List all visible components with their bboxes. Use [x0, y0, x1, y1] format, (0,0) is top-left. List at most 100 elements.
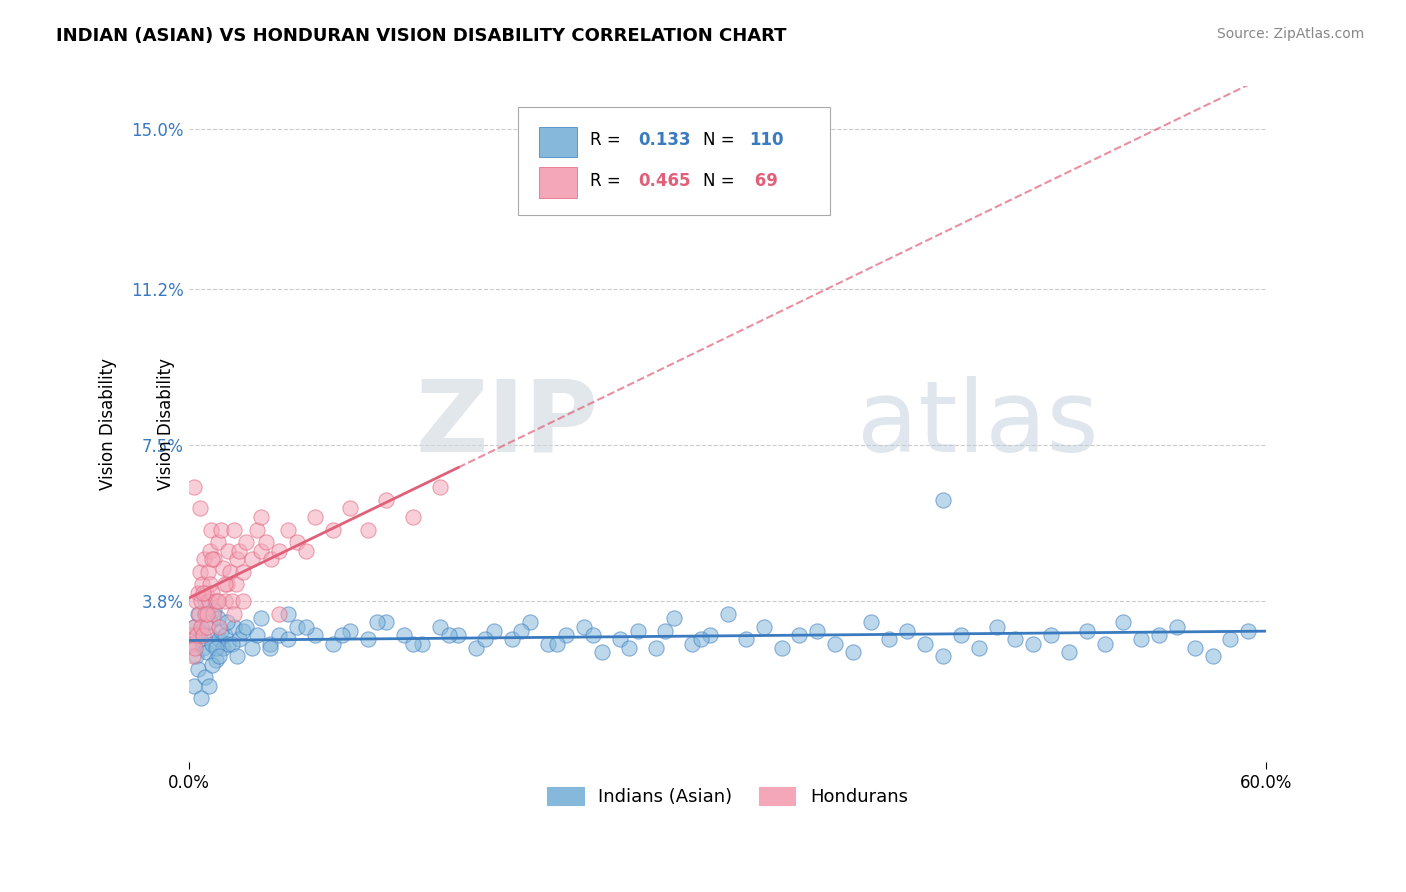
Text: 0.133: 0.133 — [638, 131, 690, 149]
Point — [339, 501, 361, 516]
Point — [187, 607, 209, 621]
Point — [322, 523, 344, 537]
Point — [232, 594, 254, 608]
Point — [197, 679, 219, 693]
Point — [184, 649, 207, 664]
Point — [717, 607, 740, 621]
Point — [217, 543, 239, 558]
Point — [842, 645, 865, 659]
Point — [1184, 640, 1206, 655]
Point — [200, 577, 222, 591]
Point — [267, 543, 290, 558]
Point — [546, 636, 568, 650]
Point — [209, 624, 232, 638]
Point — [789, 628, 811, 642]
Point — [950, 628, 973, 642]
Point — [806, 624, 828, 638]
Point — [222, 523, 245, 537]
FancyBboxPatch shape — [517, 107, 830, 215]
Point — [214, 628, 236, 642]
Point — [411, 636, 433, 650]
Point — [221, 636, 243, 650]
Point — [235, 535, 257, 549]
Point — [294, 543, 316, 558]
Point — [366, 615, 388, 630]
Point — [429, 620, 451, 634]
Text: 69: 69 — [749, 172, 778, 190]
Point — [190, 624, 212, 638]
Point — [1201, 649, 1223, 664]
Point — [1166, 620, 1188, 634]
Point — [617, 640, 640, 655]
Point — [219, 565, 242, 579]
Point — [1219, 632, 1241, 647]
Point — [447, 628, 470, 642]
Point — [896, 624, 918, 638]
Point — [591, 645, 613, 659]
Text: Source: ZipAtlas.com: Source: ZipAtlas.com — [1216, 27, 1364, 41]
Point — [191, 577, 214, 591]
Point — [249, 543, 271, 558]
Point — [222, 607, 245, 621]
Text: R =: R = — [589, 131, 626, 149]
Point — [537, 636, 560, 650]
Point — [207, 611, 229, 625]
Point — [198, 543, 221, 558]
Point — [259, 636, 281, 650]
Point — [752, 620, 775, 634]
Point — [202, 552, 225, 566]
Point — [228, 543, 250, 558]
Point — [654, 624, 676, 638]
Point — [681, 636, 703, 650]
Point — [214, 594, 236, 608]
Point — [1094, 636, 1116, 650]
Point — [465, 640, 488, 655]
Point — [181, 636, 204, 650]
Point — [249, 510, 271, 524]
Point — [187, 662, 209, 676]
Point — [260, 552, 283, 566]
Point — [519, 615, 541, 630]
Text: N =: N = — [703, 131, 740, 149]
Point — [402, 510, 425, 524]
Point — [183, 679, 205, 693]
Point — [932, 649, 955, 664]
Point — [699, 628, 721, 642]
Point — [232, 624, 254, 638]
Point — [267, 607, 290, 621]
Point — [201, 552, 224, 566]
Point — [197, 628, 219, 642]
Point — [240, 640, 263, 655]
Point — [734, 632, 756, 647]
Point — [226, 552, 249, 566]
Point — [1112, 615, 1135, 630]
Point — [207, 594, 229, 608]
Point — [187, 586, 209, 600]
Point — [249, 611, 271, 625]
Point — [294, 620, 316, 634]
Point — [375, 615, 398, 630]
Point — [277, 607, 299, 621]
Point — [439, 628, 461, 642]
Point — [375, 493, 398, 508]
Point — [357, 632, 380, 647]
Point — [221, 594, 243, 608]
Point — [986, 620, 1008, 634]
Point — [209, 523, 232, 537]
Point — [824, 636, 846, 650]
Point — [1057, 645, 1080, 659]
Point — [204, 594, 226, 608]
Y-axis label: Vision Disability: Vision Disability — [100, 358, 117, 490]
Point — [195, 607, 218, 621]
Text: INDIAN (ASIAN) VS HONDURAN VISION DISABILITY CORRELATION CHART: INDIAN (ASIAN) VS HONDURAN VISION DISABI… — [56, 27, 787, 45]
Point — [194, 594, 217, 608]
Point — [582, 628, 605, 642]
Text: R =: R = — [589, 172, 626, 190]
Point — [860, 615, 883, 630]
Bar — [538, 168, 576, 198]
Point — [197, 565, 219, 579]
Point — [482, 624, 505, 638]
Point — [200, 615, 222, 630]
Point — [183, 620, 205, 634]
Point — [194, 607, 217, 621]
